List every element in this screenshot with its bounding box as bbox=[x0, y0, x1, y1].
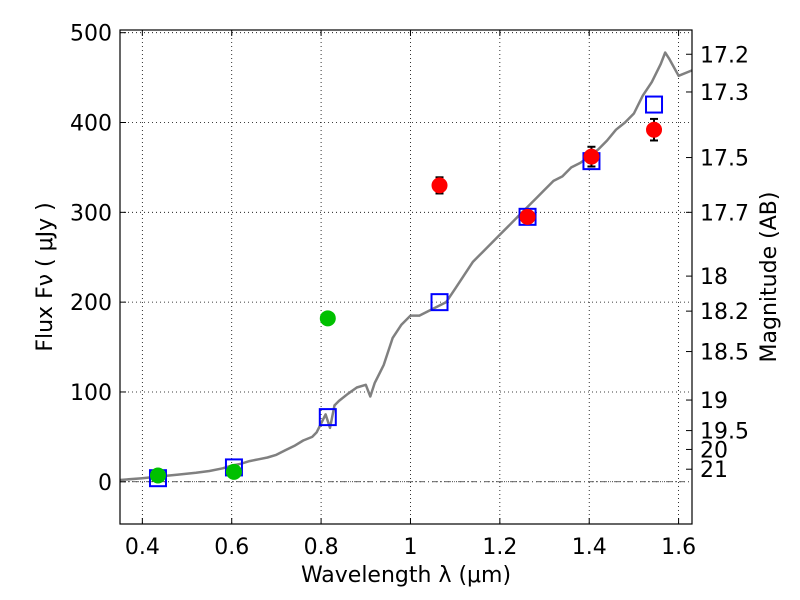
right-y-tick-label: 17.2 bbox=[700, 43, 749, 68]
right-y-tick-label: 18.2 bbox=[700, 300, 749, 325]
grid-lines bbox=[120, 30, 692, 524]
observed-flux-point bbox=[431, 177, 448, 194]
x-tick-label: 0.6 bbox=[214, 535, 249, 560]
x-axis-label: Wavelength λ (μm) bbox=[301, 563, 511, 588]
y-tick-label: 400 bbox=[70, 112, 112, 137]
x-tick-label: 1.6 bbox=[661, 535, 696, 560]
right-y-tick-label: 21 bbox=[700, 458, 728, 483]
observed-flux-point bbox=[583, 148, 600, 165]
y-tick-label: 500 bbox=[70, 22, 112, 47]
y-tick-label: 300 bbox=[70, 201, 112, 226]
model-square-point bbox=[645, 95, 664, 114]
right-y-tick-label: 17.5 bbox=[700, 147, 749, 172]
observed-flux-point bbox=[225, 463, 242, 480]
right-y-tick-label: 19 bbox=[700, 389, 728, 414]
data-series-layer bbox=[119, 51, 693, 488]
observed-flux-point bbox=[319, 310, 336, 327]
spectrum-line bbox=[119, 51, 693, 482]
model-square-point bbox=[430, 293, 449, 312]
right-y-tick-label: 17.3 bbox=[700, 81, 749, 106]
right-y-tick-label: 18.5 bbox=[700, 341, 749, 366]
plot-frame bbox=[119, 29, 693, 525]
x-tick-label: 1.2 bbox=[482, 535, 517, 560]
y-tick-label: 0 bbox=[98, 471, 112, 496]
x-tick-label: 0.8 bbox=[304, 535, 339, 560]
right-y-axis-label: Magnitude (AB) bbox=[757, 192, 782, 363]
observed-flux-point bbox=[149, 467, 166, 484]
y-tick-label: 200 bbox=[70, 291, 112, 316]
x-tick-label: 1.4 bbox=[572, 535, 607, 560]
right-y-tick-label: 19.5 bbox=[700, 420, 749, 445]
x-tick-label: 1 bbox=[403, 535, 417, 560]
right-y-tick-label: 20 bbox=[700, 438, 728, 463]
model-square-point bbox=[318, 408, 337, 427]
axis-ticks: 0.4 0.6 0.8 1 1.2 1.4 1.6 0 100 200 300 400 500 17.2 1… bbox=[70, 22, 749, 560]
right-y-tick-label: 18 bbox=[700, 265, 728, 290]
observed-flux-point bbox=[519, 208, 536, 225]
y-tick-label: 100 bbox=[70, 381, 112, 406]
right-y-tick-label: 17.7 bbox=[700, 201, 749, 226]
y-axis-label: Flux Fν ( μJy ) bbox=[33, 202, 58, 351]
observed-flux-point bbox=[646, 121, 663, 138]
x-tick-label: 0.4 bbox=[125, 535, 160, 560]
